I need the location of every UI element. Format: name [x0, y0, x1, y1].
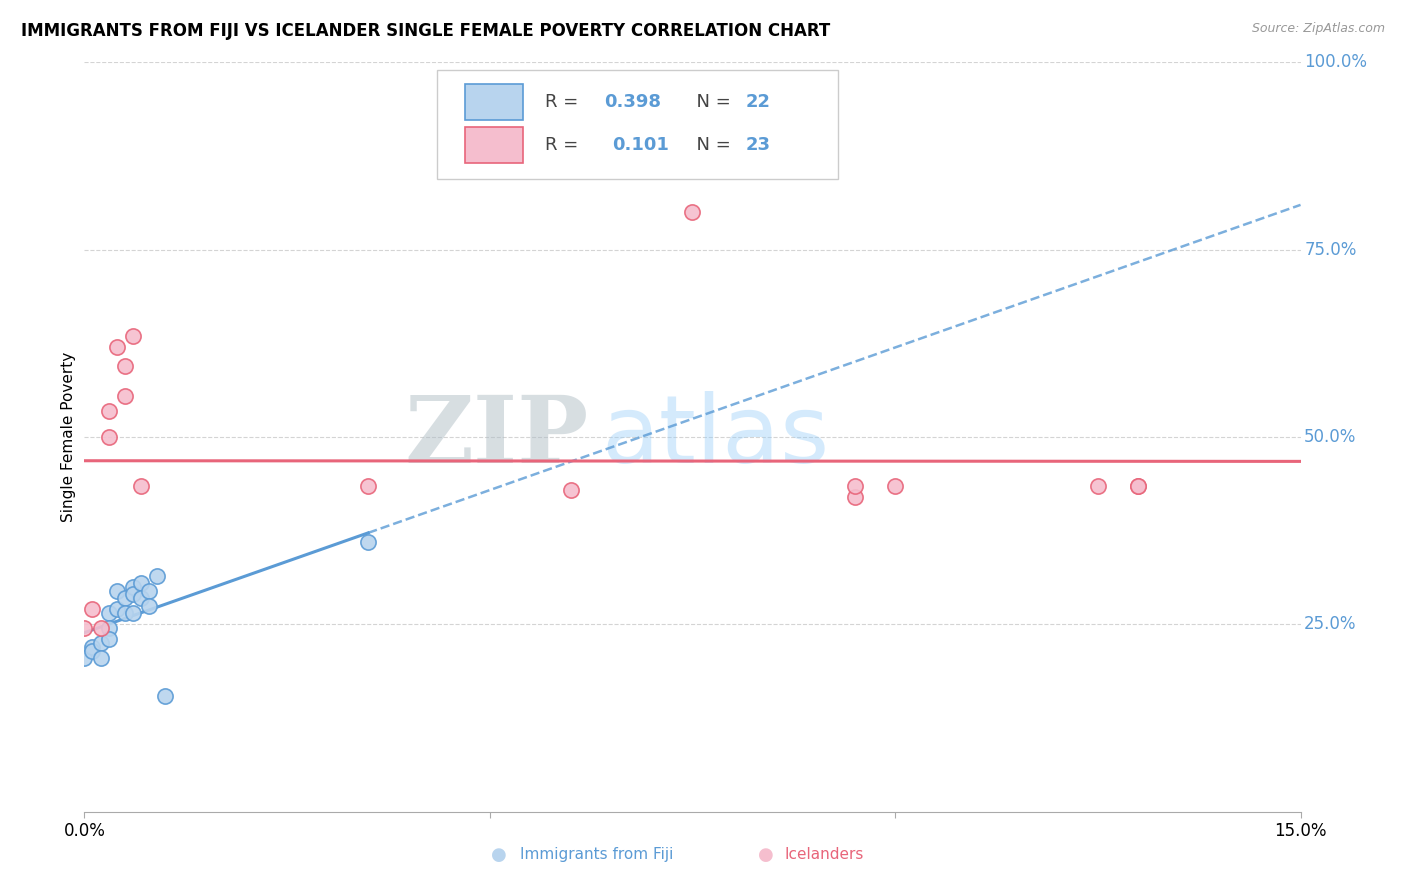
Point	[122, 587, 145, 601]
Text: N =: N =	[685, 93, 737, 112]
Text: 100.0%: 100.0%	[1305, 54, 1367, 71]
Point	[138, 583, 160, 598]
Point	[90, 621, 112, 635]
Point	[105, 583, 128, 598]
Text: ●: ●	[491, 846, 508, 863]
Point	[97, 606, 120, 620]
Point	[97, 621, 120, 635]
Point	[146, 568, 169, 582]
Point	[90, 636, 112, 650]
Text: N =: N =	[685, 136, 737, 153]
Text: 0.101: 0.101	[612, 136, 669, 153]
Point	[1128, 479, 1150, 493]
Point	[82, 602, 104, 616]
Text: IMMIGRANTS FROM FIJI VS ICELANDER SINGLE FEMALE POVERTY CORRELATION CHART: IMMIGRANTS FROM FIJI VS ICELANDER SINGLE…	[21, 22, 831, 40]
Text: 50.0%: 50.0%	[1305, 428, 1357, 446]
Point	[844, 490, 866, 504]
Point	[122, 329, 145, 343]
Point	[129, 591, 152, 606]
Point	[97, 430, 120, 444]
Text: ●: ●	[758, 846, 775, 863]
Text: Source: ZipAtlas.com: Source: ZipAtlas.com	[1251, 22, 1385, 36]
Point	[560, 483, 582, 497]
Text: atlas: atlas	[602, 391, 830, 483]
Point	[138, 599, 160, 613]
Point	[105, 340, 128, 354]
Point	[1087, 479, 1109, 493]
Point	[114, 389, 136, 403]
Point	[129, 479, 152, 493]
Point	[884, 479, 907, 493]
Point	[82, 640, 104, 654]
Point	[82, 643, 104, 657]
Point	[114, 591, 136, 606]
Text: R =: R =	[546, 136, 591, 153]
Text: Immigrants from Fiji: Immigrants from Fiji	[520, 847, 673, 862]
Text: 22: 22	[747, 93, 770, 112]
Point	[73, 621, 96, 635]
Point	[105, 602, 128, 616]
Y-axis label: Single Female Poverty: Single Female Poverty	[60, 352, 76, 522]
Text: 0.398: 0.398	[603, 93, 661, 112]
Point	[357, 479, 380, 493]
Point	[682, 205, 704, 219]
Point	[97, 632, 120, 647]
FancyBboxPatch shape	[465, 127, 523, 163]
Text: 25.0%: 25.0%	[1305, 615, 1357, 633]
Text: Icelanders: Icelanders	[785, 847, 863, 862]
Text: ZIP: ZIP	[405, 392, 589, 482]
Point	[73, 651, 96, 665]
Point	[122, 580, 145, 594]
Point	[97, 404, 120, 418]
Point	[114, 359, 136, 373]
Point	[357, 535, 380, 549]
Text: 23: 23	[747, 136, 770, 153]
FancyBboxPatch shape	[437, 70, 838, 178]
Point	[90, 651, 112, 665]
Point	[122, 606, 145, 620]
Point	[129, 576, 152, 591]
FancyBboxPatch shape	[465, 84, 523, 120]
Text: R =: R =	[546, 93, 585, 112]
Point	[114, 606, 136, 620]
Point	[155, 689, 177, 703]
Point	[844, 479, 866, 493]
Text: 75.0%: 75.0%	[1305, 241, 1357, 259]
Point	[1128, 479, 1150, 493]
